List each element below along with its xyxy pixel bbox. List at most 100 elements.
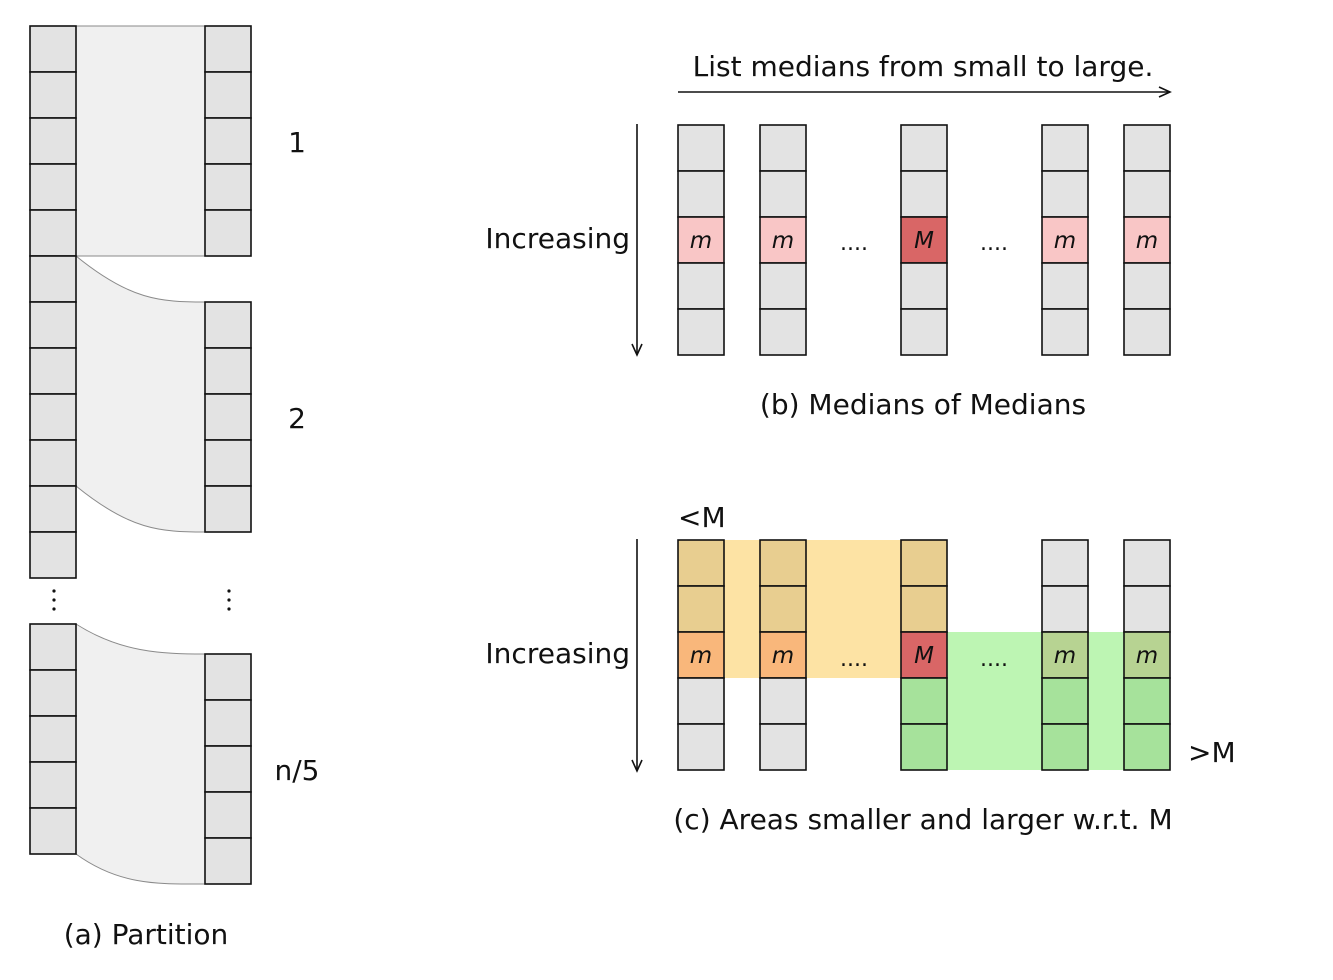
median-symbol: m [1136,228,1158,254]
element-cell [677,723,725,771]
source-cell [29,347,77,395]
element-cell [1041,539,1089,587]
source-cell [29,25,77,73]
top-arrow-label: List medians from small to large. [693,50,1154,83]
group-2-cell [204,439,252,487]
element-cell [1123,539,1171,587]
smaller-cell [759,539,807,587]
median-symbol: m [1136,643,1158,669]
larger-cell [1041,723,1089,771]
median-of-medians-cell [900,216,948,264]
element-cell [759,308,807,356]
caption-c: (c) Areas smaller and larger w.r.t. M [673,803,1172,836]
caption-a: (a) Partition [64,918,229,951]
smaller-median-cell [759,631,807,679]
larger-cell [900,677,948,725]
group-1-cell [204,117,252,165]
median-symbol: m [690,643,712,669]
smaller-label: <M [678,501,726,534]
element-cell [759,677,807,725]
larger-cell [1123,677,1171,725]
element-cell [900,262,948,310]
element-cell [677,170,725,218]
larger-label: >M [1188,736,1236,769]
element-cell [759,124,807,172]
ellipsis-c-right: .... [980,647,1008,672]
group-2-cell [204,393,252,441]
source-cell [29,209,77,257]
element-cell [1041,170,1089,218]
element-cell [1123,585,1171,633]
group-3-cell [204,653,252,701]
group-2-cell [204,347,252,395]
element-cell [1123,308,1171,356]
median-symbol: m [772,228,794,254]
smaller-cell [900,539,948,587]
element-cell [900,170,948,218]
median-of-medians-symbol: M [914,643,934,669]
caption-b: (b) Medians of Medians [760,388,1086,421]
larger-median-cell [1123,631,1171,679]
median-symbol: m [1054,643,1076,669]
median-cell [1041,216,1089,264]
smaller-cell [900,585,948,633]
partition-cells [29,25,252,885]
element-cell [1123,262,1171,310]
source-cell [29,807,77,855]
group-link-n5 [75,623,206,885]
median-cell [677,216,725,264]
source-cell [29,623,77,671]
element-cell [677,124,725,172]
ellipsis-b-left: .... [840,231,868,256]
group-1-cell [204,25,252,73]
element-cell [1041,585,1089,633]
ellipsis-b-right: .... [980,231,1008,256]
element-cell [1123,124,1171,172]
element-cell [1041,262,1089,310]
larger-cell [1041,677,1089,725]
element-cell [759,170,807,218]
group-3-cell [204,699,252,747]
element-cell [759,262,807,310]
smaller-cell [677,585,725,633]
panel-a-partition: 1 2 n/5 (a) Partition [29,25,320,951]
median-cell [1123,216,1171,264]
group-label-n5: n/5 [275,754,320,787]
element-cell [677,262,725,310]
group-label-1: 1 [288,126,306,159]
element-cell [677,308,725,356]
source-cell [29,163,77,211]
increasing-label-b: Increasing [485,222,630,255]
smaller-cell [759,585,807,633]
increasing-label-c: Increasing [485,637,630,670]
group-2-cell [204,485,252,533]
source-cell [29,485,77,533]
median-of-medians-cell [900,631,948,679]
median-symbol: m [690,228,712,254]
group-3-cell [204,837,252,885]
source-cell [29,71,77,119]
source-cell [29,255,77,303]
source-cell [29,301,77,349]
group-1-cell [204,163,252,211]
group-1-cell [204,209,252,257]
larger-cell [900,723,948,771]
vertical-ellipsis-right [227,589,231,611]
median-of-medians-symbol: M [914,228,934,254]
element-cell [900,308,948,356]
smaller-cell [677,539,725,587]
source-cell [29,393,77,441]
larger-cell [1123,723,1171,771]
group-3-cell [204,745,252,793]
panel-b-medians-of-medians: List medians from small to large. Increa… [485,50,1172,421]
element-cell [1123,170,1171,218]
group-link-1 [75,25,206,257]
source-cell [29,715,77,763]
group-1-cell [204,71,252,119]
ellipsis-c-left: .... [840,647,868,672]
median-symbol: m [1054,228,1076,254]
group-link-2 [75,254,206,533]
